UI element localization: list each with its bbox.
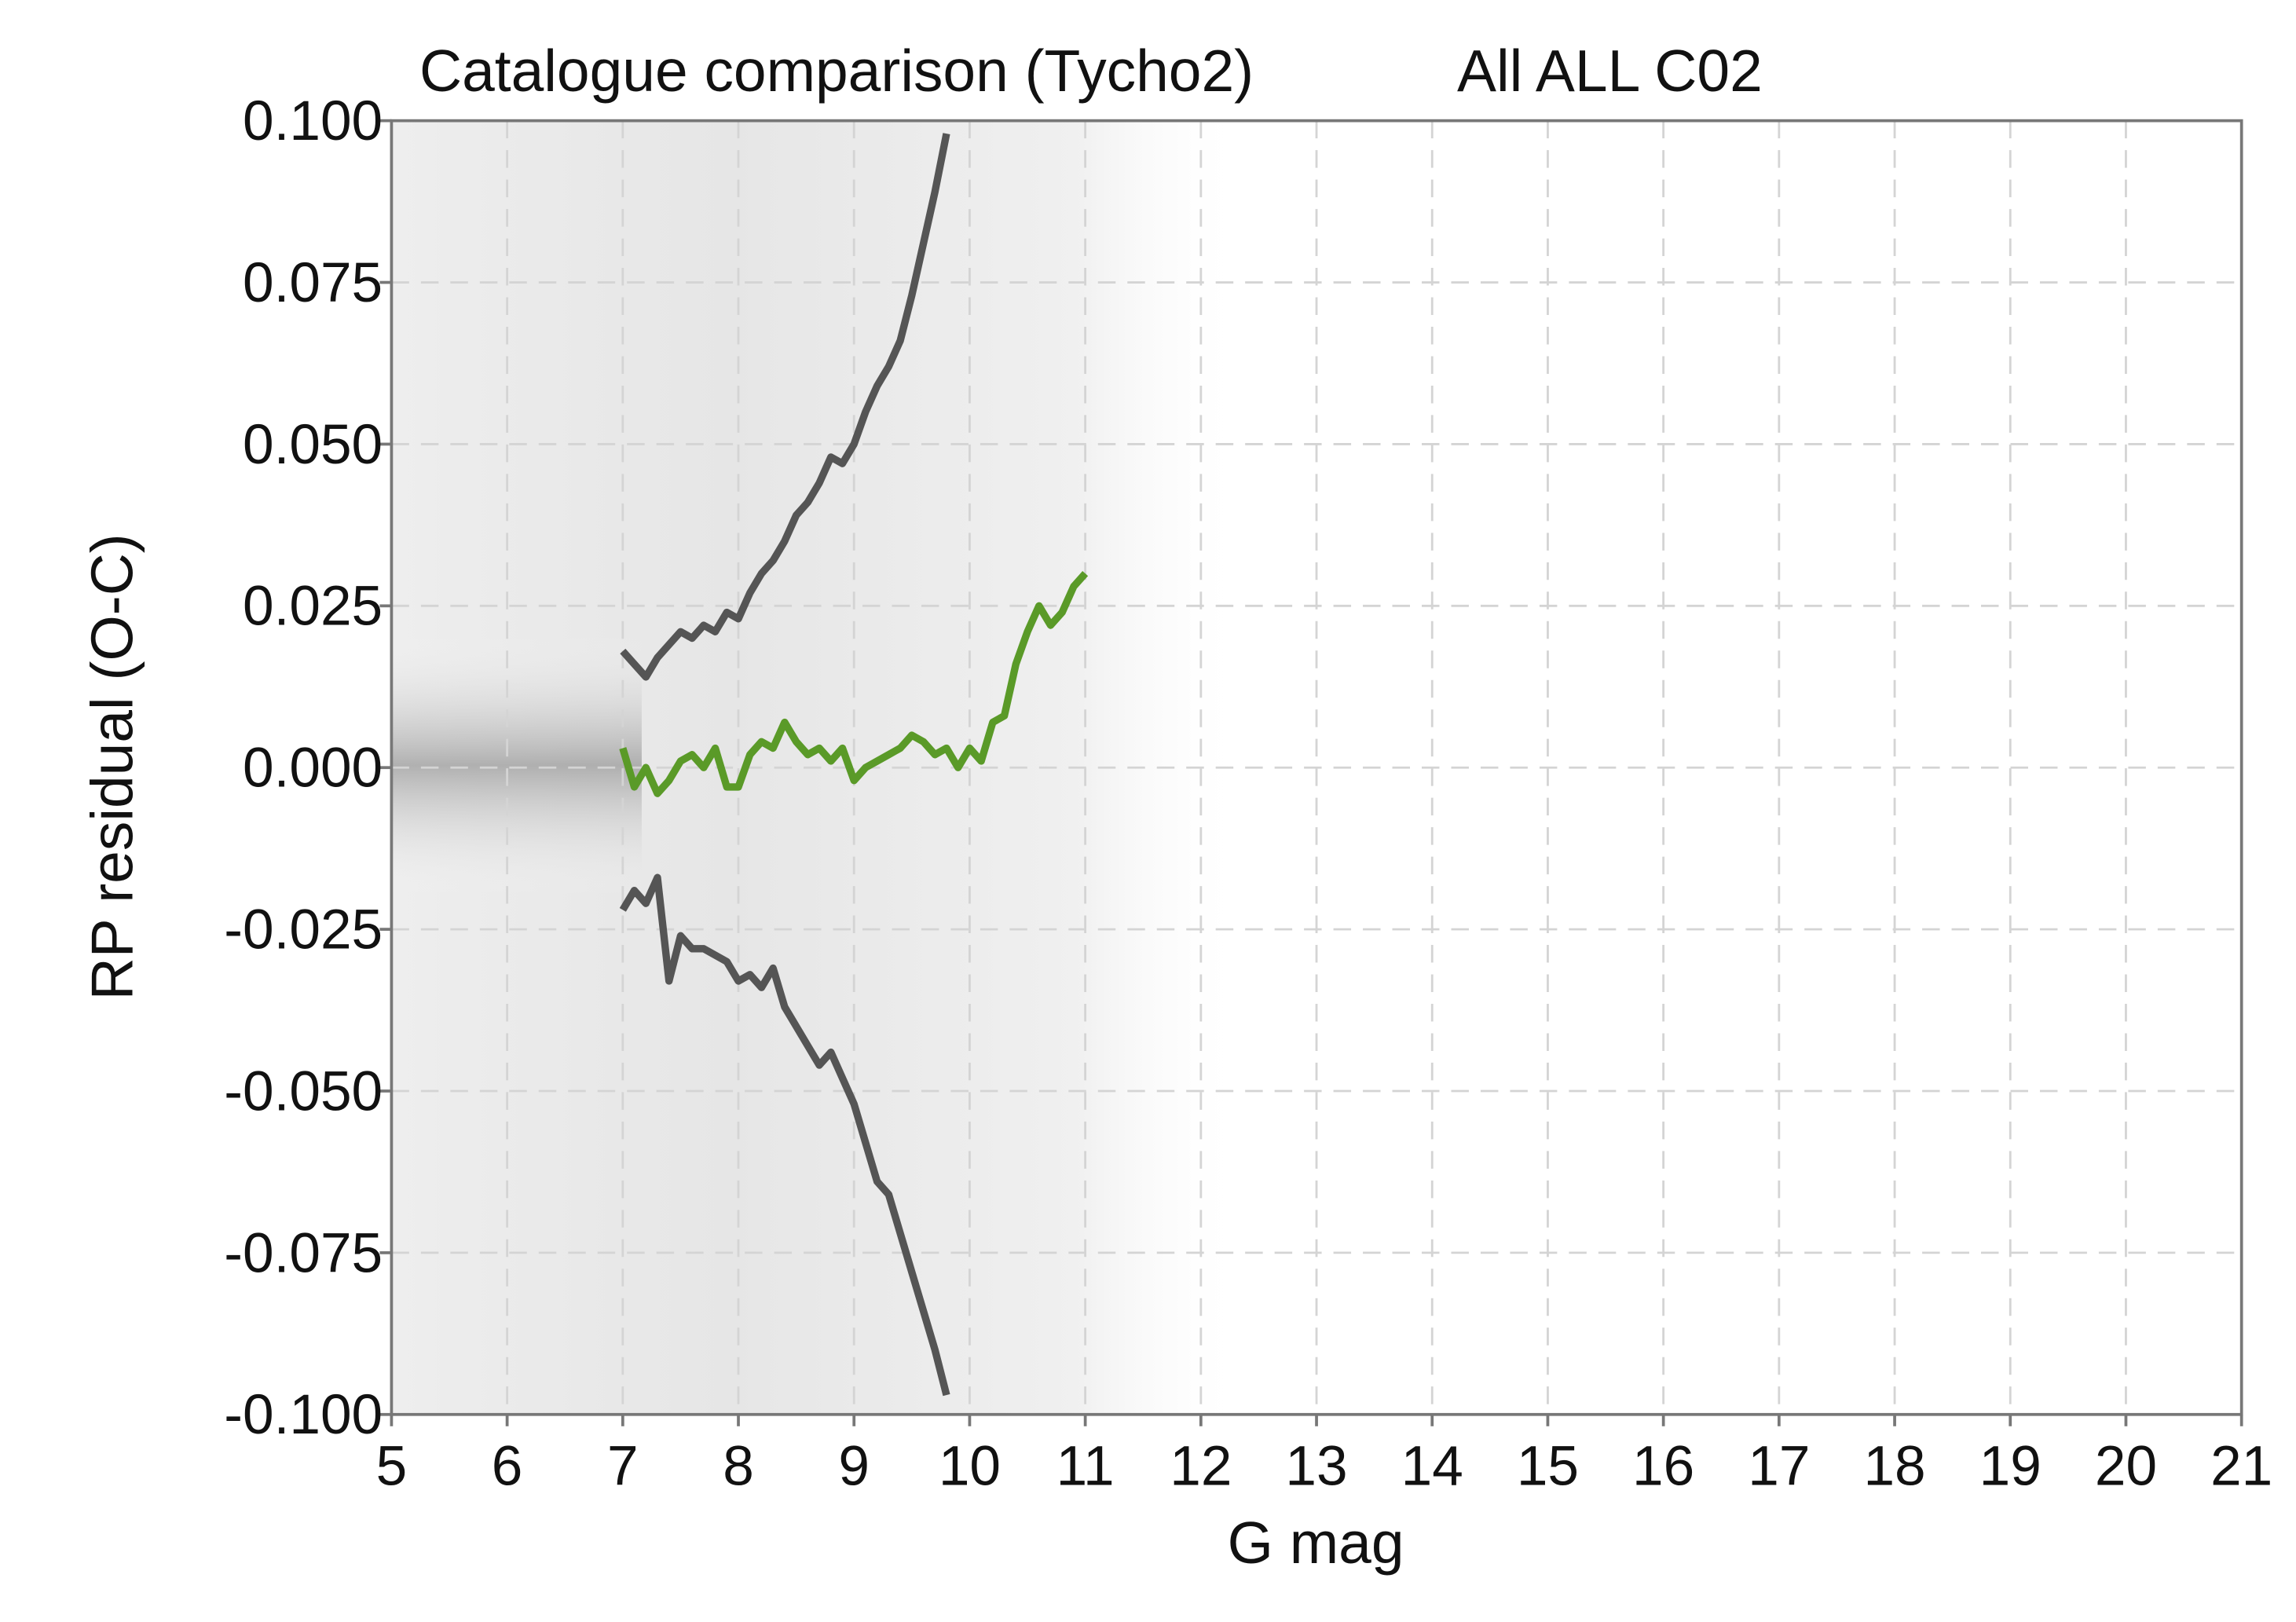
x-tick-label: 15 [1517,1436,1579,1498]
chart-subtitle: All ALL C02 [1457,38,1763,104]
x-axis-label: G mag [1228,1510,1404,1576]
y-tick-label: -0.075 [224,1222,383,1284]
x-tick-label: 10 [939,1436,1001,1498]
y-tick-label: 0.075 [243,252,383,314]
y-tick-label: -0.100 [224,1384,383,1446]
y-axis-label: RP residual (O-C) [79,533,145,1000]
x-tick-label: 13 [1285,1436,1347,1498]
x-tick-label: 12 [1170,1436,1232,1498]
x-tick-label: 8 [723,1436,754,1498]
series-line [620,133,950,681]
x-tick-label: 5 [376,1436,408,1498]
x-tick-label: 11 [1056,1436,1115,1498]
x-tick-label: 9 [838,1436,870,1498]
series-line [619,571,1089,797]
series-line [619,873,950,1397]
chart-title: Catalogue comparison (Tycho2) [419,38,1254,104]
y-tick-label: 0.025 [243,576,383,638]
x-tick-label: 18 [1863,1436,1925,1498]
x-tick-label: 7 [607,1436,639,1498]
x-tick-label: 19 [1979,1436,2041,1498]
x-tick-label: 6 [492,1436,523,1498]
y-tick-label: -0.025 [224,899,383,961]
x-tick-label: 17 [1748,1436,1810,1498]
density-core [391,632,642,899]
y-tick-label: 0.100 [243,90,383,152]
x-tick-label: 21 [2210,1436,2272,1498]
x-tick-label: 16 [1632,1436,1694,1498]
y-tick-label: 0.050 [243,414,383,476]
y-tick-label: -0.050 [224,1060,383,1122]
axes: 5 6 7 8 9 10 11 12 13 14 15 16 17 18 19 20 21 -0.100 -0.07… [224,90,2272,1498]
x-tick-label: 20 [2095,1436,2157,1498]
lines [619,133,1089,1397]
x-tick-label: 14 [1401,1436,1463,1498]
y-tick-label: 0.000 [243,738,383,800]
